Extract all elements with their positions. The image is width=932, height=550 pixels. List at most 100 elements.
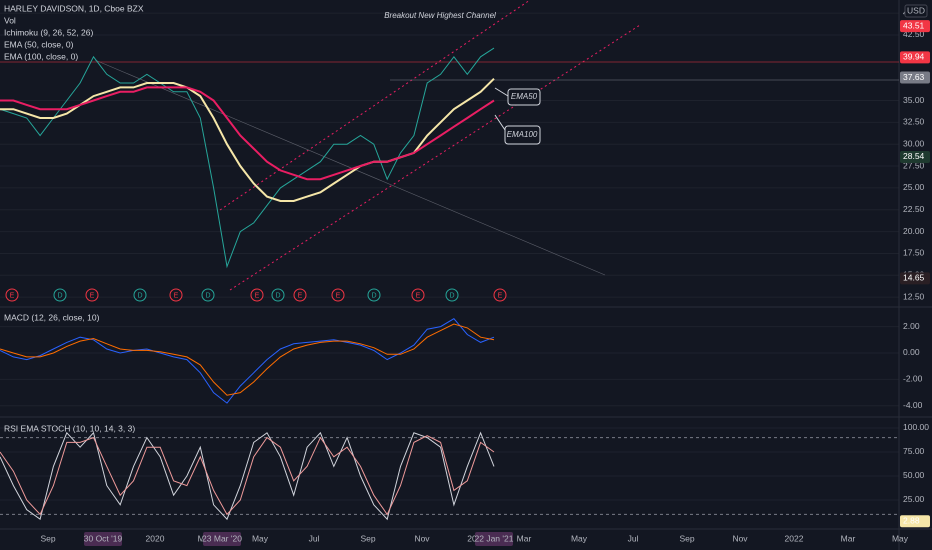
time-highlight	[475, 532, 513, 546]
event-marker[interactable]	[493, 288, 507, 302]
event-label[interactable]: E	[298, 292, 303, 299]
pane-title: RSI EMA STOCH (10, 10, 14, 3, 3)	[4, 423, 135, 433]
indicator: EMA (100, close, 0)	[4, 51, 78, 61]
pane-title: MACD (12, 26, close, 10)	[4, 312, 100, 322]
callout	[507, 88, 541, 106]
event-label[interactable]: D	[57, 292, 62, 299]
time-label: Sep	[679, 533, 694, 543]
price-label-box	[900, 51, 930, 64]
time-label: 20	[467, 533, 477, 543]
annotation: EMA100	[507, 130, 538, 139]
time-label: 2022	[785, 533, 804, 543]
channel-line	[229, 24, 641, 291]
y-tick-label: 20.00	[903, 226, 925, 236]
time-label: Jul	[628, 533, 639, 543]
event-label[interactable]: E	[255, 292, 260, 299]
y-tick-label: -2.00	[903, 374, 923, 384]
time-highlight	[203, 532, 241, 546]
price-label: 28.54	[903, 151, 925, 161]
time-label: May	[252, 533, 269, 543]
grid: 45.0042.5035.0032.5030.0027.5025.0022.50…	[0, 7, 929, 515]
series-line	[0, 47, 495, 269]
time-label: Nov	[414, 533, 430, 543]
event-label[interactable]: E	[336, 292, 341, 299]
event-marker[interactable]	[367, 288, 381, 302]
price-label: 2.88	[903, 515, 920, 525]
price-label-box	[900, 272, 930, 285]
indicator: Vol	[4, 15, 16, 25]
event-marker[interactable]	[331, 288, 345, 302]
callout	[504, 125, 541, 145]
time-axis: Sep 30 Oct '19 2020 Mar 23 Mar '20 May Jul Sep N…	[40, 532, 909, 546]
symbol: HARLEY DAVIDSON, 1D, Cboe BZX	[4, 3, 144, 13]
time-label: Mar	[841, 533, 856, 543]
series-line	[0, 323, 495, 396]
trend-line	[94, 59, 606, 276]
event-marker[interactable]	[169, 288, 183, 302]
event-label[interactable]: D	[371, 292, 376, 299]
time-label: Sep	[360, 533, 375, 543]
currency-box[interactable]	[904, 4, 928, 18]
price-label: 37.63	[903, 72, 925, 82]
event-marker[interactable]	[133, 288, 147, 302]
series-line	[0, 318, 495, 404]
event-marker[interactable]	[293, 288, 307, 302]
time-label: May	[571, 533, 588, 543]
time-label: 23 Mar '20	[202, 533, 242, 543]
price-label: 43.51	[903, 20, 925, 30]
y-tick-label: 25.00	[903, 494, 925, 504]
annotation: Breakout New Highest Channel	[384, 11, 496, 20]
time-label: May	[892, 533, 909, 543]
y-tick-label: 42.50	[903, 29, 925, 39]
y-tick-label: 12.50	[903, 291, 925, 301]
event-label[interactable]: E	[90, 292, 95, 299]
event-label[interactable]: E	[416, 292, 421, 299]
y-tick-label: 50.00	[903, 470, 925, 480]
currency[interactable]: USD	[907, 5, 925, 15]
price-label-box	[900, 71, 930, 84]
event-label[interactable]: D	[137, 292, 142, 299]
y-tick-label: 75.00	[903, 446, 925, 456]
event-marker[interactable]	[5, 288, 19, 302]
indicator: Ichimoku (9, 26, 52, 26)	[4, 27, 93, 37]
event-marker[interactable]	[85, 288, 99, 302]
y-tick-label: 100.00	[903, 422, 929, 432]
callout-line	[494, 114, 506, 131]
y-tick-label: 35.00	[903, 95, 925, 105]
event-label[interactable]: D	[449, 292, 454, 299]
y-tick-label: 2.00	[903, 321, 920, 331]
y-tick-label: 30.00	[903, 138, 925, 148]
time-label: Sep	[40, 533, 55, 543]
price-label: 14.65	[903, 273, 925, 283]
annotation: EMA50	[511, 92, 538, 101]
event-label[interactable]: E	[10, 292, 15, 299]
price-label-box	[900, 150, 930, 163]
y-tick-label: 0.00	[903, 347, 920, 357]
event-label[interactable]: D	[275, 292, 280, 299]
y-tick-label: 32.50	[903, 117, 925, 127]
plots	[0, 47, 495, 521]
time-label: 2020	[146, 533, 165, 543]
event-marker[interactable]	[53, 288, 67, 302]
event-marker[interactable]	[271, 288, 285, 302]
event-label[interactable]: E	[498, 292, 503, 299]
event-marker[interactable]	[201, 288, 215, 302]
price-label: 39.94	[903, 52, 925, 62]
y-tick-label: 25.00	[903, 182, 925, 192]
event-marker[interactable]	[250, 288, 264, 302]
series-line	[0, 86, 495, 181]
callout-line	[494, 87, 509, 97]
event-marker[interactable]	[411, 288, 425, 302]
price-label-box	[900, 20, 930, 33]
time-label: Mar	[517, 533, 532, 543]
event-label[interactable]: D	[205, 292, 210, 299]
time-label: 30 Oct '19	[84, 533, 123, 543]
series-line	[0, 431, 495, 521]
y-tick-label: 17.50	[903, 248, 925, 258]
event-label[interactable]: E	[174, 292, 179, 299]
y-tick-label: 22.50	[903, 204, 925, 214]
event-marker[interactable]	[445, 288, 459, 302]
price-label-box	[900, 515, 930, 528]
